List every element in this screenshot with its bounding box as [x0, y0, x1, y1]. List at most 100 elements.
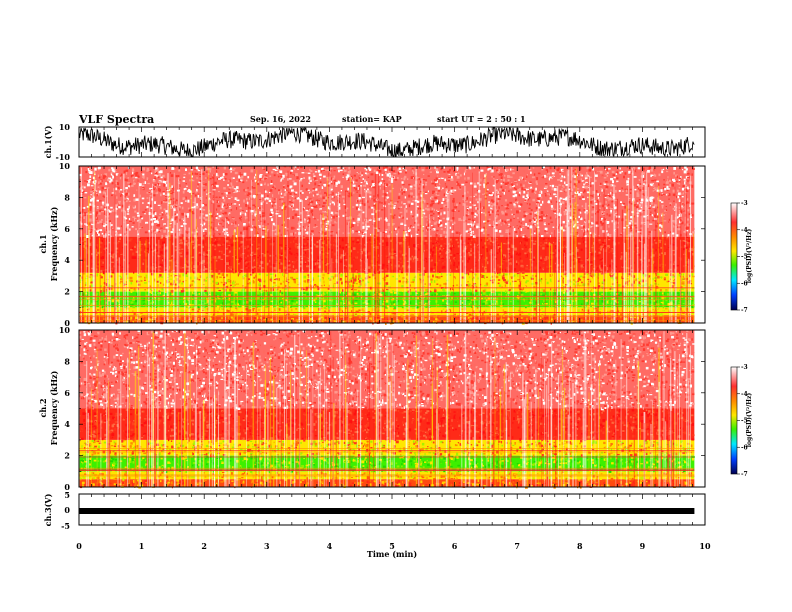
- spectrogram-pixel: [108, 241, 111, 244]
- spectrogram-pixel: [600, 269, 603, 271]
- spectrogram-pixel: [474, 246, 477, 250]
- spectrogram-pixel: [599, 267, 602, 270]
- spectrogram-pixel: [300, 255, 302, 258]
- spectrogram-pixel: [326, 294, 329, 296]
- spectrogram-pixel: [528, 278, 531, 281]
- spectrogram-pixel: [266, 285, 269, 288]
- spectrogram-pixel: [597, 240, 601, 244]
- spectrogram-pixel: [96, 292, 98, 296]
- spectrogram-pixel: [116, 270, 120, 273]
- ch1-wave-ytick-top: 10: [59, 122, 71, 132]
- spectrogram-pixel: [269, 305, 273, 309]
- spectrogram-pixel: [657, 308, 659, 311]
- spectrogram-pixel: [304, 264, 308, 266]
- spectrogram-pixel: [557, 285, 560, 287]
- spectrogram-pixel: [110, 260, 113, 262]
- spectrogram-pixel: [678, 274, 681, 277]
- spectrogram-pixel: [515, 291, 518, 295]
- spectrogram-pixel: [526, 254, 528, 256]
- spectrogram-pixel: [247, 299, 249, 302]
- spectrogram-pixel: [676, 254, 679, 257]
- spectrogram-pixel: [355, 313, 357, 315]
- spectrogram-pixel: [256, 304, 260, 306]
- spectrogram-pixel: [284, 306, 287, 308]
- spectrogram-pixel: [184, 302, 188, 306]
- spectrogram-pixel: [217, 289, 219, 292]
- spectrogram-pixel: [243, 274, 247, 276]
- spectrogram-pixel: [577, 242, 581, 245]
- spectrogram-pixel: [239, 300, 241, 303]
- spectrogram-pixel: [417, 313, 420, 315]
- spectrogram-pixel: [671, 274, 674, 277]
- spectrogram-pixel: [240, 240, 244, 244]
- spectrogram-pixel: [307, 279, 310, 282]
- spectrogram-pixel: [86, 250, 90, 254]
- spectrogram-pixel: [457, 313, 459, 315]
- spectrogram-pixel: [599, 244, 602, 246]
- spectrogram-pixel: [133, 256, 137, 259]
- spectrogram-pixel: [228, 259, 231, 262]
- spectrogram-pixel: [562, 238, 566, 241]
- spectrogram-pixel: [461, 302, 464, 304]
- spectrogram-pixel: [564, 244, 566, 248]
- spectrogram-pixel: [661, 252, 663, 255]
- spectrogram-pixel: [480, 254, 484, 257]
- spectrogram-pixel: [155, 269, 158, 271]
- spectrogram-pixel: [524, 285, 527, 288]
- spectrogram-pixel: [226, 246, 229, 250]
- spectrogram-pixel: [186, 296, 189, 299]
- spectrogram-pixel: [156, 249, 159, 252]
- spectrogram-pixel: [270, 318, 273, 321]
- spectrogram-pixel: [327, 254, 331, 257]
- spectrogram-pixel: [474, 261, 477, 263]
- spectrogram-pixel: [542, 303, 544, 305]
- spectrogram-pixel: [198, 293, 200, 296]
- spectrogram-pixel: [510, 255, 514, 258]
- spectrogram-pixel: [456, 297, 459, 299]
- spectrogram-pixel: [160, 282, 162, 284]
- spectrogram-pixel: [192, 243, 194, 246]
- spectrogram-pixel: [443, 308, 447, 311]
- spectrogram-pixel: [270, 285, 272, 287]
- spectrogram-pixel: [231, 279, 233, 283]
- spectrogram-pixel: [438, 259, 441, 262]
- spectrogram-pixel: [482, 246, 484, 249]
- spectrogram-pixel: [508, 251, 511, 254]
- spectrogram-pixel: [285, 284, 287, 288]
- spectrogram-pixel: [159, 263, 162, 267]
- spectrogram-pixel: [294, 247, 296, 250]
- spectrogram-pixel: [129, 276, 133, 280]
- spectrogram-pixel: [466, 313, 469, 316]
- spectrogram-pixel: [499, 266, 502, 268]
- spectrogram-pixel: [240, 268, 244, 270]
- spectrogram-pixel: [531, 274, 534, 277]
- spectrogram-pixel: [457, 316, 460, 319]
- spectrogram-pixel: [657, 249, 661, 252]
- spectrogram-pixel: [117, 297, 119, 300]
- spectrogram-pixel: [406, 260, 410, 262]
- spectrogram-pixel: [332, 319, 335, 322]
- spectrogram-pixel: [631, 269, 634, 271]
- spectrogram-pixel: [471, 291, 474, 294]
- spectrogram-pixel: [573, 283, 576, 286]
- spectrogram-pixel: [251, 317, 254, 320]
- spectrogram-pixel: [156, 312, 158, 315]
- spectrogram-pixel: [524, 252, 527, 255]
- ch1-wave-ytick-bottom: -10: [56, 152, 71, 162]
- spectrogram-pixel: [527, 281, 530, 285]
- figure-date: Sep. 16, 2022: [250, 114, 311, 124]
- spectrogram-pixel: [609, 264, 612, 268]
- spectrogram-pixel: [378, 309, 381, 312]
- spectrogram-pixel: [488, 279, 490, 283]
- spectrogram-pixel: [361, 291, 364, 293]
- spectrogram-pixel: [277, 302, 278, 305]
- spectrogram-pixel: [238, 259, 241, 263]
- spectrogram-pixel: [309, 313, 311, 317]
- spectrogram-pixel: [601, 285, 604, 289]
- spectrogram-pixel: [291, 261, 294, 263]
- spectrogram-pixel: [182, 280, 184, 283]
- spectrogram-pixel: [663, 268, 666, 270]
- spectrogram-pixel: [513, 318, 516, 321]
- spectrogram-pixel: [155, 267, 158, 269]
